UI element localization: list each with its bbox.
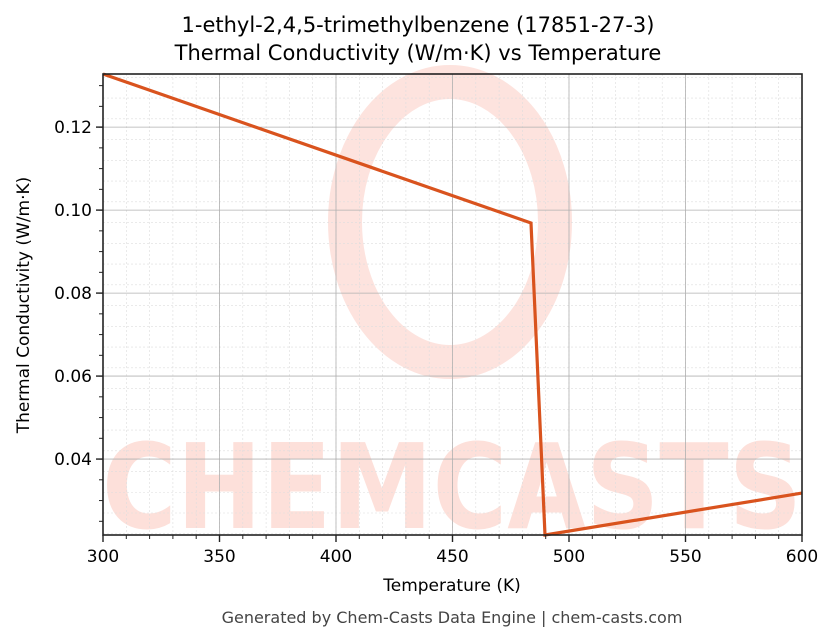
svg-text:500: 500 <box>553 547 585 567</box>
svg-text:400: 400 <box>320 547 352 567</box>
footer-credit: Generated by Chem-Casts Data Engine | ch… <box>221 608 683 627</box>
svg-text:0.12: 0.12 <box>54 118 92 138</box>
svg-text:600: 600 <box>786 547 818 567</box>
chart-title: 1-ethyl-2,4,5-trimethylbenzene (17851-27… <box>181 13 655 37</box>
y-axis-label: Thermal Conductivity (W/m·K) <box>14 176 34 434</box>
svg-text:0.06: 0.06 <box>54 367 92 387</box>
data-series <box>102 72 803 537</box>
svg-text:300: 300 <box>87 547 119 567</box>
x-axis-label: Temperature (K) <box>383 576 521 596</box>
watermark-logo: CHEMCASTS <box>102 65 802 556</box>
axis-ticks: 300 350 400 450 500 550 600 0.04 0.06 0.08 0.10 0.1… <box>54 85 818 567</box>
svg-text:350: 350 <box>203 547 235 567</box>
svg-text:0.04: 0.04 <box>54 450 92 470</box>
chart-subtitle: Thermal Conductivity (W/m·K) vs Temperat… <box>174 41 662 65</box>
svg-text:550: 550 <box>669 547 701 567</box>
svg-text:0.10: 0.10 <box>54 201 92 221</box>
svg-text:450: 450 <box>436 547 468 567</box>
svg-text:0.08: 0.08 <box>54 284 92 304</box>
